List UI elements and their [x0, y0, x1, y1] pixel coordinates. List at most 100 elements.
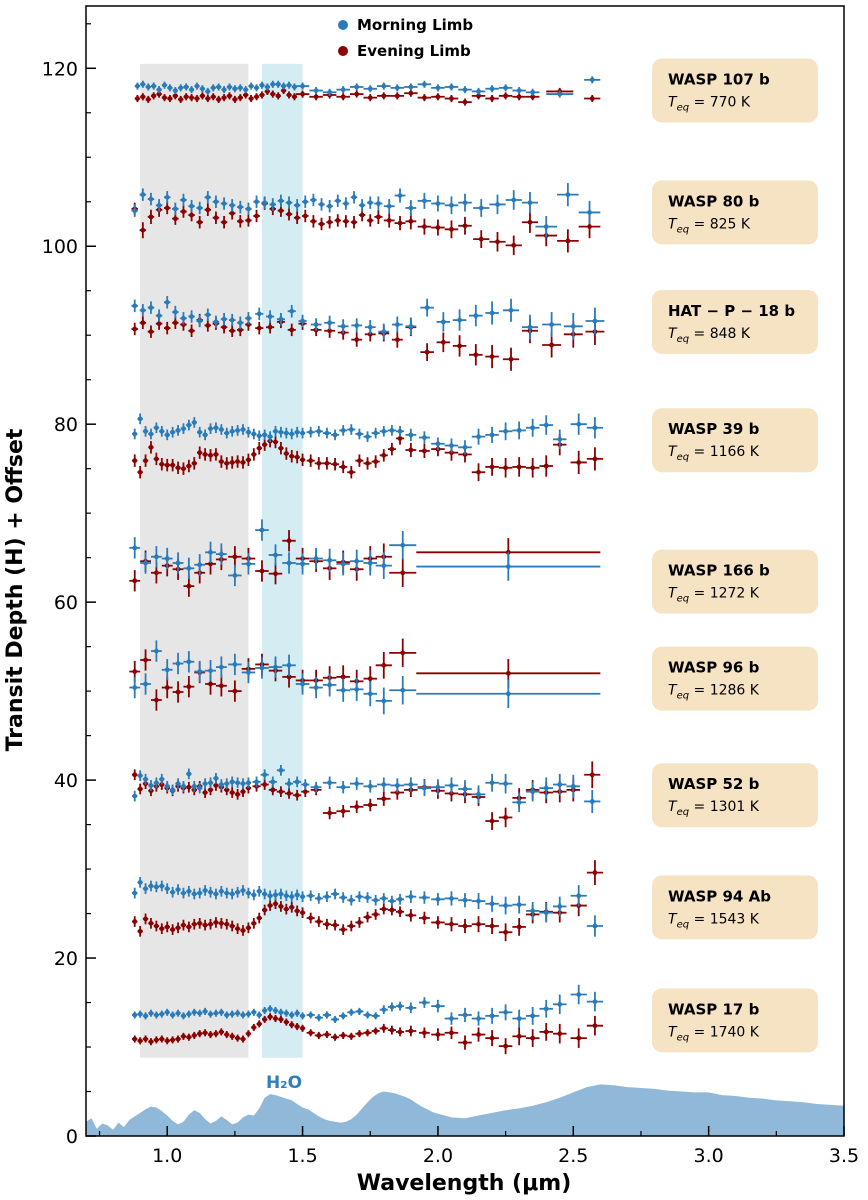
data-point	[240, 781, 246, 787]
data-point	[381, 906, 387, 912]
data-point	[286, 211, 292, 217]
data-point	[181, 209, 186, 214]
teq-subscript: eq	[677, 1032, 690, 1043]
data-point	[246, 429, 251, 435]
data-point	[286, 674, 292, 680]
data-point	[202, 790, 208, 795]
data-point	[516, 1033, 522, 1039]
data-point	[340, 561, 346, 567]
data-point	[408, 218, 414, 224]
data-point	[208, 1032, 213, 1037]
teq-subscript: eq	[677, 334, 690, 345]
data-point	[210, 85, 216, 91]
data-point	[565, 238, 571, 244]
data-point	[294, 215, 300, 221]
data-point	[294, 429, 300, 435]
planet-name: WASP 107 b	[668, 71, 770, 89]
data-point	[240, 460, 246, 465]
data-point	[365, 914, 370, 920]
data-point	[213, 1010, 219, 1016]
data-point	[172, 93, 178, 99]
data-point	[278, 1009, 284, 1015]
data-point	[289, 1022, 295, 1028]
planet-label-box: WASP 96 b Teq = 1286 K	[652, 646, 818, 711]
data-point	[205, 89, 211, 94]
data-point	[137, 773, 143, 779]
data-point	[302, 789, 308, 795]
data-point	[246, 925, 251, 931]
data-point	[200, 93, 205, 99]
data-point	[132, 669, 138, 674]
data-point	[281, 88, 287, 93]
teq-value: = 1301 K	[689, 799, 760, 815]
data-point	[186, 1011, 192, 1017]
data-point	[216, 84, 222, 90]
data-point	[132, 208, 138, 214]
data-point	[172, 216, 178, 222]
data-point	[367, 218, 373, 223]
data-point	[365, 460, 370, 466]
data-point	[587, 224, 592, 230]
planet-teq: Teq = 848 K	[668, 326, 751, 345]
data-point	[367, 200, 373, 206]
data-point	[183, 84, 189, 90]
data-point	[476, 791, 481, 797]
data-point	[273, 1016, 278, 1021]
data-point	[183, 94, 189, 100]
data-point	[137, 786, 143, 792]
planet-name: WASP 94 Ab	[668, 887, 771, 905]
data-point	[235, 889, 241, 895]
data-point	[153, 570, 159, 576]
data-point	[286, 82, 292, 88]
data-point	[224, 921, 230, 927]
data-point	[191, 783, 197, 789]
data-point	[251, 1009, 257, 1015]
data-point	[224, 430, 230, 436]
data-point	[516, 94, 522, 100]
data-point	[281, 83, 287, 89]
data-point	[153, 1012, 159, 1018]
data-point	[327, 328, 333, 334]
data-point	[208, 549, 213, 555]
data-point	[389, 1027, 395, 1033]
data-point	[286, 791, 292, 796]
data-point	[251, 920, 257, 926]
data-point	[530, 94, 536, 100]
data-point	[302, 199, 308, 205]
data-point	[367, 95, 373, 101]
data-point	[354, 84, 360, 90]
data-point	[589, 772, 595, 778]
data-point	[132, 919, 138, 924]
data-point	[316, 1015, 322, 1021]
data-point	[421, 435, 427, 440]
data-point	[286, 662, 292, 668]
data-point	[576, 992, 582, 997]
data-point	[283, 451, 289, 456]
data-point	[148, 1010, 154, 1016]
data-point	[381, 93, 387, 99]
data-point	[592, 318, 598, 324]
data-point	[313, 88, 319, 93]
planet-box-background	[652, 408, 818, 473]
data-point	[208, 889, 213, 895]
data-point	[516, 799, 522, 805]
data-point	[332, 432, 338, 438]
data-point	[143, 681, 148, 687]
data-point	[354, 323, 360, 328]
data-point	[181, 315, 186, 321]
data-point	[159, 428, 165, 434]
data-point	[478, 205, 484, 211]
data-point	[408, 912, 414, 918]
data-point	[148, 329, 154, 335]
planet-box-background	[652, 180, 818, 245]
data-point	[213, 199, 219, 205]
data-point	[153, 884, 159, 890]
data-point	[197, 1010, 203, 1016]
data-point	[381, 329, 387, 335]
data-point	[489, 923, 495, 929]
planet-name: WASP 52 b	[668, 775, 760, 793]
data-point	[159, 461, 165, 467]
data-point	[221, 316, 227, 322]
data-point	[254, 94, 259, 100]
data-point	[153, 1037, 159, 1043]
